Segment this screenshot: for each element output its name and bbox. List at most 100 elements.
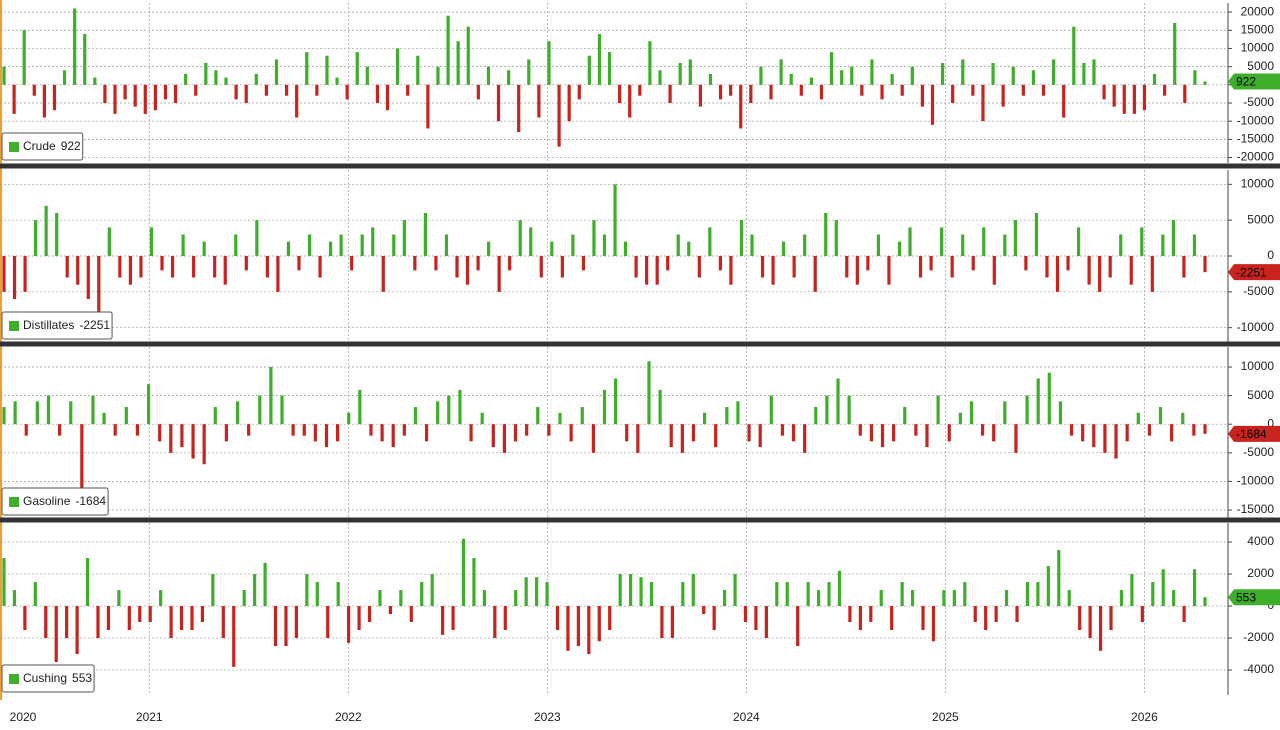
bar (263, 562, 267, 607)
bar (687, 241, 691, 256)
bar (65, 256, 69, 278)
bar (1161, 234, 1165, 256)
bar (244, 84, 248, 103)
y-tick-label: 2000 (1247, 566, 1274, 580)
bar (645, 256, 649, 285)
bar (1066, 256, 1070, 271)
bar (65, 606, 69, 639)
bar (214, 70, 218, 85)
bar (1192, 424, 1196, 436)
bar (597, 33, 602, 85)
bar (890, 73, 894, 85)
bar (613, 184, 617, 256)
bar (739, 84, 743, 129)
y-tick-label: 10000 (1241, 359, 1275, 373)
bar (597, 606, 601, 642)
bar (13, 401, 17, 425)
bar (636, 424, 640, 453)
bar (638, 84, 642, 96)
bar (42, 84, 46, 118)
bar (529, 227, 533, 256)
bar (35, 401, 39, 425)
bar (1132, 84, 1136, 114)
bar (903, 407, 907, 425)
bar (1203, 81, 1207, 85)
bar (255, 220, 259, 256)
bar (992, 424, 996, 442)
bar (648, 41, 652, 85)
bar (708, 227, 712, 256)
bar (900, 582, 904, 607)
bar (1003, 234, 1007, 256)
legend-box (1, 132, 84, 161)
bar (1024, 256, 1028, 271)
bar (754, 606, 758, 631)
bar (1192, 569, 1197, 607)
y-tick-label: -15000 (1237, 132, 1275, 146)
bar (539, 256, 543, 278)
bar (897, 241, 902, 256)
bar (357, 606, 361, 631)
bar (347, 412, 351, 425)
bar (697, 256, 701, 278)
bar (1151, 582, 1155, 607)
bar (681, 582, 685, 607)
bar (367, 606, 372, 623)
bar (191, 424, 195, 459)
bar (567, 84, 571, 122)
bar (315, 582, 319, 607)
bar (244, 256, 248, 271)
bar (1109, 606, 1113, 631)
bar (918, 256, 923, 278)
bar (825, 395, 829, 425)
bar (580, 407, 584, 425)
bar (491, 424, 495, 448)
bar (402, 424, 406, 436)
bar (718, 84, 723, 100)
bar (887, 256, 891, 285)
legend-swatch (9, 674, 19, 684)
bar (607, 52, 612, 85)
bar (869, 424, 873, 442)
bar (555, 606, 560, 631)
bar (550, 241, 554, 256)
bar (54, 606, 58, 663)
bar (465, 256, 470, 285)
bar (416, 55, 420, 85)
bar (1025, 582, 1030, 607)
bar (413, 407, 418, 425)
bar (558, 412, 562, 425)
bar (234, 84, 238, 100)
bar (890, 606, 894, 631)
bar (749, 84, 753, 103)
bar (809, 77, 813, 85)
bar (931, 606, 936, 642)
bar (365, 66, 369, 85)
bar (806, 582, 810, 607)
bar (537, 84, 541, 118)
bar (691, 574, 695, 607)
bar (775, 582, 779, 607)
bar (1098, 256, 1102, 292)
bar (639, 577, 643, 607)
bar (190, 606, 194, 631)
bar (355, 52, 359, 85)
bar (1150, 256, 1154, 292)
bar (836, 378, 840, 425)
bar (813, 256, 817, 292)
bar (46, 395, 51, 425)
bar (75, 606, 79, 655)
last-value-flag (1228, 589, 1280, 606)
bar (149, 227, 154, 256)
bar (458, 389, 462, 425)
bar (441, 606, 445, 635)
bar (58, 424, 62, 436)
bar (1192, 234, 1197, 256)
bar (107, 227, 111, 256)
bar (213, 256, 217, 278)
bar (688, 59, 692, 85)
bar (1171, 220, 1175, 256)
legend-box (1, 487, 109, 516)
y-tick-label: 10000 (1241, 177, 1275, 191)
bar (133, 84, 137, 107)
